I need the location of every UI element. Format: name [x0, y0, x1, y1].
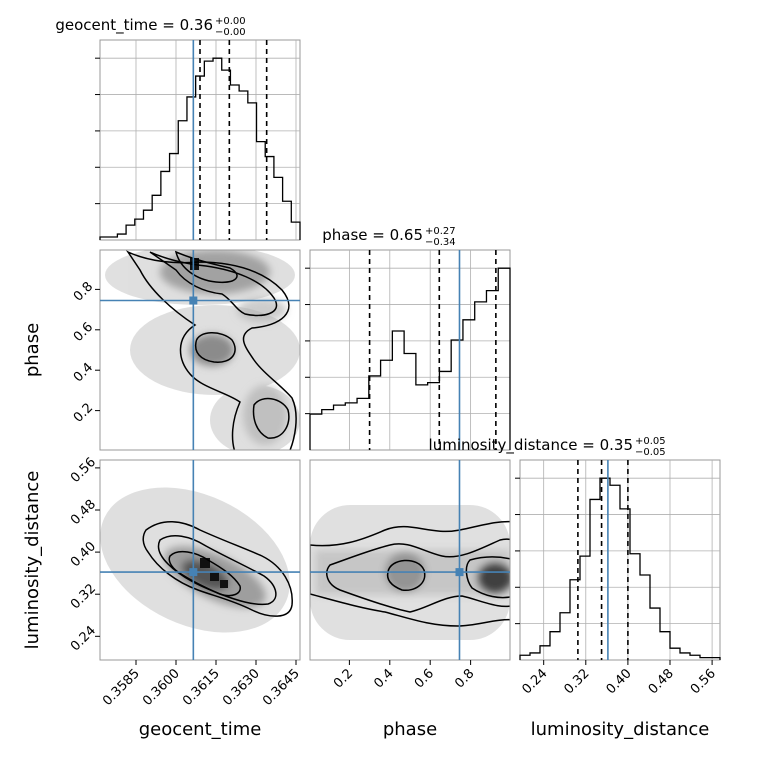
- title-lower-error: −0.00: [215, 27, 246, 38]
- y-tick-label: 0.6: [71, 320, 96, 345]
- contour-middle: [194, 332, 236, 363]
- x-tick-label: 0.24: [519, 666, 550, 697]
- truth-marker: [189, 568, 198, 577]
- contour-middle: [149, 251, 278, 317]
- x-tick-label: 0.3585: [100, 666, 143, 709]
- density-blob: [477, 562, 510, 594]
- panel-title: luminosity_distance = 0.35 +0.05−0.05: [429, 436, 666, 458]
- y-tick-label: 0.48: [68, 497, 99, 528]
- x-tick-label: 0.56: [688, 666, 719, 697]
- label-layer: geocent_time phase luminosity_distancephas…: [22, 323, 709, 740]
- density-peak: [200, 558, 210, 568]
- title-upper-error: +0.27: [425, 226, 456, 237]
- contour-inner: [168, 550, 241, 597]
- density-blob: [190, 334, 234, 366]
- x-tick-label: 0.3645: [260, 666, 303, 709]
- x-tick-label: 0.3630: [220, 666, 263, 709]
- truth-marker: [189, 296, 198, 305]
- density-panel-phase-vs-geocent-time: [105, 250, 300, 450]
- density-peak: [210, 572, 219, 581]
- contour-outer: [142, 521, 293, 617]
- histogram-phase: [309, 267, 511, 450]
- title-main: phase = 0.65: [322, 226, 423, 244]
- density-blob: [237, 298, 287, 322]
- panel-title: phase = 0.65 +0.27−0.34: [322, 226, 455, 248]
- contour-inner: [174, 250, 238, 284]
- truth-marker: [455, 568, 464, 577]
- diagonal-panel-luminosity-distance: [519, 459, 721, 661]
- panel-frame: [99, 249, 301, 451]
- quantile-layer: [199, 40, 629, 660]
- title-lower-error: −0.05: [635, 447, 666, 458]
- x-tick-label: 0.32: [562, 666, 593, 697]
- x-tick-label: 0.3600: [140, 666, 183, 709]
- title-main: luminosity_distance = 0.35: [429, 436, 633, 455]
- diagonal-panel-phase: [309, 249, 511, 451]
- y-tick-label: 0.4: [71, 360, 96, 385]
- x-tick-label: 0.6: [412, 666, 437, 691]
- x-tick-label: 0.40: [604, 666, 635, 697]
- x-axis-label: phase: [383, 719, 437, 740]
- x-axis-label: geocent_time: [139, 719, 262, 740]
- histogram-layer: [99, 57, 721, 660]
- contour-outer: [310, 520, 510, 627]
- x-tick-label: 0.2: [331, 666, 356, 691]
- panel-title: geocent_time = 0.36 +0.00−0.00: [55, 16, 245, 38]
- title-upper-error: +0.00: [215, 16, 246, 27]
- truth-layer: [100, 40, 609, 660]
- density-peak: [220, 580, 228, 588]
- x-tick-label: 0.4: [371, 666, 396, 691]
- title-lower-error: −0.34: [425, 237, 456, 248]
- contour-inner: [465, 556, 510, 599]
- y-tick-label: 0.40: [68, 539, 99, 570]
- contour-inner: [386, 559, 426, 592]
- x-tick-label: 0.48: [646, 666, 677, 697]
- contour-middle: [326, 538, 510, 613]
- y-tick-label: 0.32: [68, 581, 99, 612]
- title-layer: geocent_time = 0.36 +0.00−0.00 phase = 0.6…: [55, 16, 665, 458]
- x-tick-label: 0.8: [452, 666, 477, 691]
- density-panel-luminosity-distance-vs-geocent-time: [100, 487, 293, 633]
- y-tick-label: 0.8: [71, 279, 96, 304]
- title-upper-error: +0.05: [635, 436, 666, 447]
- histogram-luminosity_distance: [519, 477, 721, 660]
- density-blob: [160, 250, 270, 294]
- histogram-geocent_time: [99, 57, 301, 240]
- y-axis-label: phase: [22, 323, 43, 377]
- contour-middle: [157, 534, 277, 606]
- x-axis-label: luminosity_distance: [531, 719, 710, 740]
- panel-frame: [99, 459, 301, 661]
- contour-middle: [252, 397, 290, 439]
- panel-frame: [309, 459, 511, 661]
- title-main: geocent_time = 0.36: [55, 16, 213, 35]
- y-tick-label: 0.2: [71, 401, 96, 426]
- y-tick-label: 0.56: [68, 455, 99, 486]
- y-axis-label: luminosity_distance: [22, 471, 43, 650]
- panel-frame: [519, 459, 721, 661]
- contour-outer: [125, 250, 297, 450]
- panel-frame: [309, 249, 511, 451]
- y-tick-label: 0.24: [68, 623, 99, 654]
- x-tick-label: 0.3615: [180, 666, 223, 709]
